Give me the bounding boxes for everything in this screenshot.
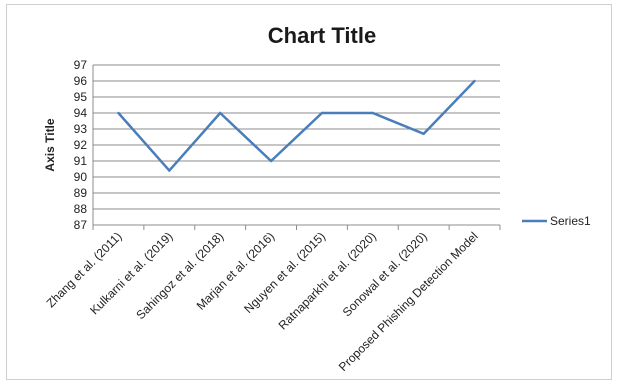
chart-title: Chart Title — [268, 23, 376, 48]
y-tick-label-90: 90 — [74, 170, 88, 184]
x-tick-label-2: Sahingoz et al. (2018) — [133, 229, 226, 322]
series-layer — [117, 79, 476, 172]
legend-label-series1: Series1 — [550, 214, 591, 228]
data-point-4 — [320, 111, 324, 115]
y-tick-label-96: 96 — [74, 74, 88, 88]
data-point-1 — [168, 169, 171, 172]
chart-frame: Chart Title Axis Title 87 88 89 90 91 92 93 94 9… — [6, 4, 612, 380]
x-tick-label-5: Ratnaparkhi et al. (2020) — [276, 229, 379, 332]
y-tick-label-91: 91 — [74, 154, 88, 168]
x-tick-labels: Zhang et al. (2011)Kulkarni et al. (2019… — [44, 229, 481, 374]
y-tick-label-95: 95 — [74, 90, 88, 104]
y-tick-labels: 87 88 89 90 91 92 93 94 95 96 97 — [74, 58, 88, 232]
axes — [92, 65, 501, 230]
legend: Series1 — [522, 214, 591, 228]
y-tick-label-87: 87 — [74, 218, 88, 232]
y-tick-label-88: 88 — [74, 202, 88, 216]
data-point-6 — [422, 132, 425, 135]
y-tick-label-94: 94 — [74, 106, 88, 120]
y-tick-label-97: 97 — [74, 58, 88, 72]
gridlines — [93, 64, 500, 226]
data-point-0 — [117, 111, 120, 115]
x-tick-label-6: Sonowal et al. (2020) — [340, 229, 430, 319]
data-point-7 — [473, 79, 476, 83]
y-axis-title: Axis Title — [43, 118, 57, 171]
y-tick-label-89: 89 — [74, 186, 88, 200]
y-tick-label-92: 92 — [74, 138, 88, 152]
data-point-3 — [269, 159, 273, 163]
line-chart: Chart Title Axis Title 87 88 89 90 91 92 93 94 9… — [43, 23, 591, 374]
data-point-2 — [218, 111, 222, 115]
y-tick-label-93: 93 — [74, 122, 88, 136]
data-point-5 — [371, 111, 375, 115]
series-line-series1 — [117, 80, 476, 172]
